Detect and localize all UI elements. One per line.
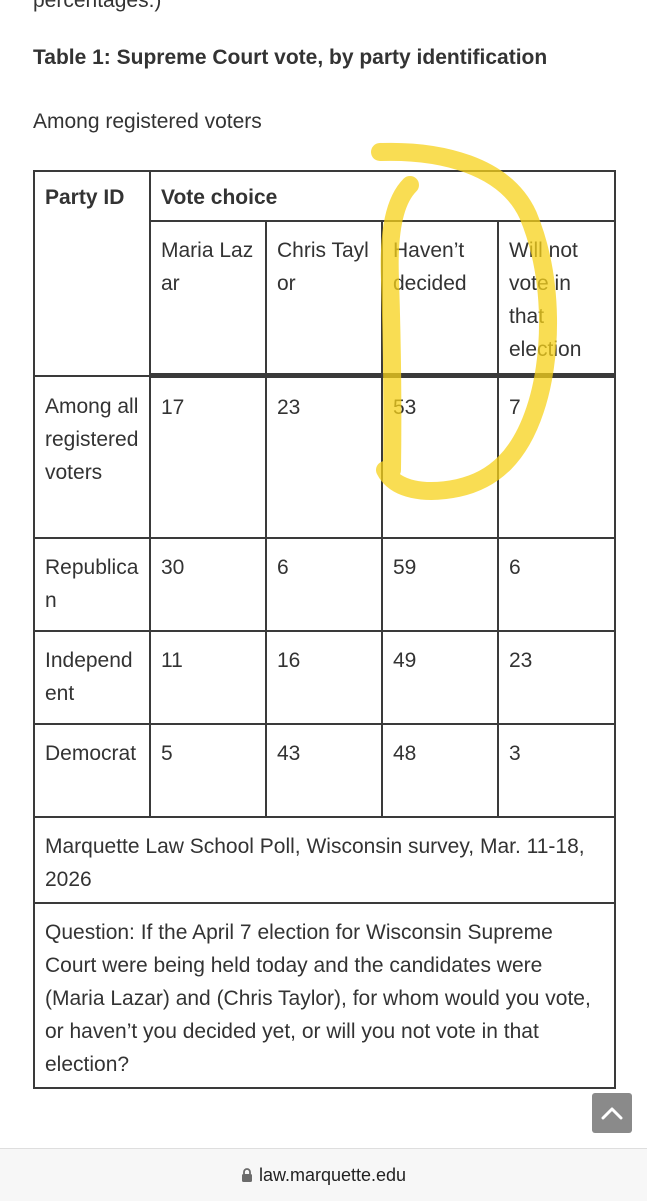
column-header: Maria Lazar [149, 220, 267, 378]
url-text: law.marquette.edu [258, 1164, 407, 1185]
scroll-to-top-button[interactable] [592, 1093, 632, 1133]
cut-off-text: percentages.) [33, 0, 162, 12]
header-vote-choice: Vote choice [149, 170, 616, 222]
table-row: Among all registered voters 17 23 53 7 [33, 374, 616, 539]
header-party-id: Party ID [33, 170, 151, 377]
column-header: Will not vote in that election [497, 220, 616, 378]
row-label: Independent [33, 630, 151, 725]
table-cell: 3 [497, 723, 616, 818]
table-title: Table 1: Supreme Court vote, by party id… [33, 46, 548, 69]
question-row: Question: If the April 7 election for Wi… [33, 902, 616, 1089]
row-label: Republican [33, 537, 151, 632]
column-header: Chris Taylor [265, 220, 383, 378]
vote-table: Party ID Vote choice Maria Lazar Chris T… [33, 170, 616, 1089]
table-cell: 43 [265, 723, 383, 818]
table-cell: 49 [381, 630, 499, 725]
table-cell: 53 [381, 374, 499, 539]
table-cell: 5 [149, 723, 267, 818]
lock-icon [241, 1167, 252, 1182]
table-cell: 59 [381, 537, 499, 632]
table-cell: 6 [265, 537, 383, 632]
table-cell: 6 [497, 537, 616, 632]
table-row: Democrat 5 43 48 3 [33, 723, 616, 818]
table-cell: 48 [381, 723, 499, 818]
table-cell: 23 [265, 374, 383, 539]
source-row: Marquette Law School Poll, Wisconsin sur… [33, 816, 616, 904]
table-row: Independent 11 16 49 23 [33, 630, 616, 725]
table-header-row: Party ID Vote choice [33, 170, 616, 377]
table-cell: 17 [149, 374, 267, 539]
table-subtitle: Among registered voters [33, 110, 262, 133]
table-cell: 30 [149, 537, 267, 632]
chevron-up-icon [601, 1107, 623, 1120]
column-header: Haven’t decided [381, 220, 499, 378]
table-cell: 23 [497, 630, 616, 725]
row-label: Democrat [33, 723, 151, 818]
row-label: Among all registered voters [33, 374, 151, 539]
table-row: Republican 30 6 59 6 [33, 537, 616, 632]
table-cell: 7 [497, 374, 616, 539]
source-note: Marquette Law School Poll, Wisconsin sur… [33, 816, 616, 904]
question-note: Question: If the April 7 election for Wi… [33, 902, 616, 1089]
table-cell: 16 [265, 630, 383, 725]
browser-url-bar[interactable]: law.marquette.edu [0, 1148, 647, 1201]
table-cell: 11 [149, 630, 267, 725]
